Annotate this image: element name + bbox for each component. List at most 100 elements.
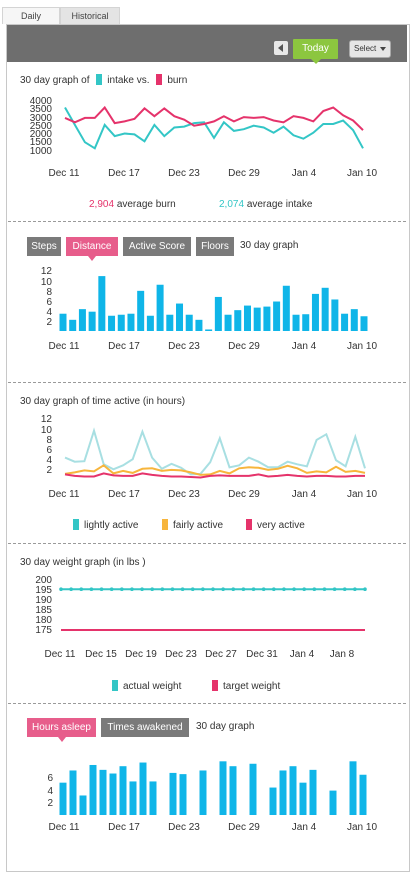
y-tick-label: 4000 — [30, 96, 53, 107]
average-intake-label: average intake — [246, 199, 313, 210]
x-tick-label: Dec 11 — [49, 822, 80, 833]
today-button[interactable]: Today — [293, 39, 338, 64]
bar — [139, 762, 147, 815]
y-tick-label: 180 — [35, 615, 52, 626]
series-line-burn — [64, 105, 364, 131]
y-tick-label: 4 — [47, 786, 53, 797]
tab-steps[interactable]: Steps — [27, 237, 61, 256]
burn-legend-label: burn — [167, 75, 188, 86]
bar — [289, 766, 297, 815]
y-tick-label: 200 — [35, 575, 52, 586]
bar — [224, 314, 232, 331]
data-point — [140, 587, 144, 591]
bar — [302, 314, 310, 331]
previous-period-button[interactable] — [274, 41, 288, 55]
x-tick-label: Dec 29 — [228, 822, 260, 833]
y-tick-label: 12 — [41, 266, 53, 277]
bar — [88, 311, 96, 331]
tab-daily[interactable]: Daily — [2, 7, 60, 24]
toolbar — [7, 25, 407, 62]
legend-very-active: very active — [246, 519, 305, 531]
x-tick-label: Dec 11 — [45, 649, 76, 660]
x-tick-label: Dec 29 — [228, 341, 260, 352]
data-point — [241, 587, 246, 591]
tab-times-awakened[interactable]: Times awakened — [101, 718, 189, 737]
lightly-active-swatch — [73, 519, 79, 530]
bar — [311, 293, 319, 331]
tab-distance[interactable]: Distance — [66, 237, 118, 261]
very-active-swatch — [246, 519, 252, 530]
y-tick-label: 2 — [46, 317, 52, 328]
data-point — [342, 587, 347, 591]
bar — [137, 290, 145, 331]
y-tick-label: 3500 — [30, 104, 53, 115]
y-tick-label: 3000 — [30, 113, 53, 124]
y-tick-label: 6 — [46, 297, 52, 308]
y-tick-label: 2 — [46, 465, 52, 476]
average-burn: 2,904 average burn — [89, 199, 176, 210]
data-point — [221, 587, 225, 591]
title-prefix: 30 day graph of — [20, 75, 90, 86]
bar — [109, 773, 117, 815]
tab-floors[interactable]: Floors — [196, 237, 234, 256]
x-tick-label: Jan 8 — [330, 649, 355, 660]
x-tick-label: Dec 11 — [49, 489, 80, 500]
average-burn-label: average burn — [116, 199, 176, 210]
x-tick-label: Dec 17 — [108, 168, 140, 179]
y-tick-label: 2500 — [30, 121, 53, 132]
bar — [309, 769, 317, 815]
data-point — [180, 587, 185, 591]
x-tick-label: Jan 4 — [292, 168, 317, 179]
x-tick-label: Dec 23 — [168, 341, 200, 352]
data-point — [59, 587, 63, 591]
bar — [195, 319, 203, 331]
tab-active-score[interactable]: Active Score — [123, 237, 191, 256]
series-line-very-active — [64, 472, 365, 479]
y-tick-label: 1000 — [30, 146, 53, 157]
bar — [89, 764, 97, 815]
bar — [279, 770, 287, 815]
x-tick-label: Dec 15 — [85, 649, 117, 660]
bar — [329, 790, 337, 815]
bar — [219, 761, 227, 815]
activity-subtitle: 30 day graph — [240, 240, 299, 251]
data-point — [211, 587, 215, 591]
bar — [185, 314, 193, 331]
tab-hours-asleep[interactable]: Hours asleep — [27, 718, 96, 742]
sleep-subtitle: 30 day graph — [196, 721, 255, 732]
y-tick-label: 6 — [47, 773, 53, 784]
data-point — [201, 587, 205, 591]
divider — [8, 543, 406, 544]
y-tick-label: 2 — [47, 798, 53, 809]
bar — [179, 774, 187, 815]
legend-label: lightly active — [84, 520, 139, 531]
data-point — [302, 587, 307, 591]
bar — [292, 314, 300, 331]
legend-label: very active — [257, 520, 305, 531]
bar — [263, 306, 271, 331]
data-point — [282, 587, 286, 591]
y-tick-label: 1500 — [30, 137, 53, 148]
x-tick-label: Dec 23 — [165, 649, 197, 660]
y-tick-label: 4 — [46, 307, 52, 318]
y-tick-label: 8 — [46, 435, 52, 446]
x-tick-label: Dec 17 — [108, 341, 140, 352]
y-tick-label: 10 — [41, 425, 53, 436]
bar — [127, 313, 135, 331]
data-point — [251, 587, 256, 591]
bar — [59, 782, 67, 815]
x-tick-label: Dec 23 — [168, 822, 200, 833]
select-dropdown[interactable]: Select — [349, 40, 391, 58]
legend-lightly-active: lightly active — [73, 519, 138, 531]
bar — [199, 770, 207, 815]
legend-actual-weight: actual weight — [112, 680, 181, 692]
legend-label: fairly active — [173, 520, 224, 531]
bar — [117, 314, 125, 331]
data-point — [353, 587, 357, 591]
tab-historical[interactable]: Historical — [60, 7, 120, 24]
bar — [169, 772, 177, 815]
bar — [229, 766, 237, 815]
bar — [299, 782, 307, 815]
data-point — [170, 587, 175, 591]
intake-legend-label: intake vs. — [107, 75, 150, 86]
